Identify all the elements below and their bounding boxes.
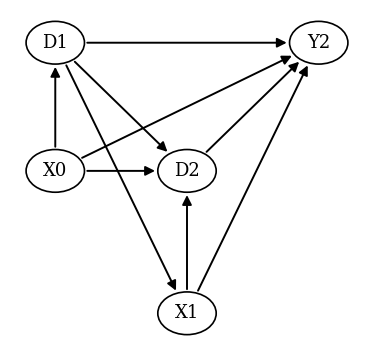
Text: D1: D1 [42,34,68,52]
Ellipse shape [26,21,85,64]
Text: D2: D2 [174,162,200,180]
Text: X0: X0 [43,162,67,180]
Ellipse shape [26,150,85,192]
Ellipse shape [158,292,216,335]
Ellipse shape [158,150,216,192]
Ellipse shape [289,21,348,64]
Text: Y2: Y2 [307,34,330,52]
Text: X1: X1 [175,304,199,322]
